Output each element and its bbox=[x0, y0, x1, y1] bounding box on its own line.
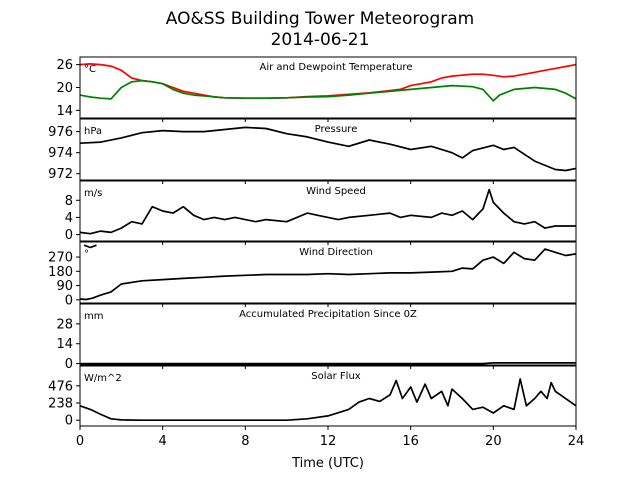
pressure-ytick-label: 972 bbox=[48, 167, 73, 182]
chart-title: AO&SS Building Tower Meteorogram bbox=[166, 9, 474, 29]
wspd-ytick-label: 4 bbox=[65, 211, 73, 226]
solar-ytick-label: 476 bbox=[48, 379, 73, 394]
precip-ytick-label: 0 bbox=[65, 357, 73, 372]
temp-ytick-label: 26 bbox=[56, 58, 73, 73]
wdir-series-0 bbox=[79, 248, 577, 301]
panel-wspd: 0 4 8 Wind Speed m/s bbox=[65, 180, 577, 245]
wspd-series-0 bbox=[79, 188, 576, 235]
pressure-panel-title: Pressure bbox=[315, 124, 358, 135]
precip-unit-label: mm bbox=[84, 311, 103, 322]
wdir-ytick-label: 180 bbox=[48, 265, 73, 280]
wdir-ytick-label: 90 bbox=[56, 279, 73, 294]
temp-ytick-label: 20 bbox=[56, 81, 73, 96]
wdir-series-1 bbox=[83, 244, 97, 249]
solar-ytick-label: 238 bbox=[48, 397, 73, 412]
x-axis-label: Time (UTC) bbox=[291, 456, 364, 471]
precip-ytick-label: 14 bbox=[56, 337, 73, 352]
pressure-ytick-label: 976 bbox=[48, 125, 73, 140]
panel-temp: 14 20 26 Air and Dewpoint Temperature °C bbox=[56, 56, 577, 122]
panel-precip: 0 14 28 Accumulated Precipitation Since 0Z m… bbox=[56, 303, 577, 372]
temp-series-1 bbox=[79, 79, 577, 102]
solar-series-0 bbox=[79, 378, 577, 422]
x-tick-label: 0 bbox=[76, 434, 84, 449]
panel-pressure: 972 974 976 Pressure hPa bbox=[48, 118, 577, 184]
temp-panel-title: Air and Dewpoint Temperature bbox=[260, 62, 413, 73]
precip-panel-title: Accumulated Precipitation Since 0Z bbox=[239, 309, 417, 320]
pressure-ytick-label: 974 bbox=[48, 146, 73, 161]
wdir-ytick-label: 0 bbox=[65, 293, 73, 308]
wdir-panel-title: Wind Direction bbox=[299, 247, 373, 258]
pressure-unit-label: hPa bbox=[84, 126, 102, 137]
temp-ytick-label: 14 bbox=[56, 104, 73, 119]
wdir-ytick-label: 270 bbox=[48, 251, 73, 266]
x-tick-label: 20 bbox=[485, 434, 502, 449]
wspd-ytick-label: 8 bbox=[65, 194, 73, 209]
pressure-series-0 bbox=[79, 126, 577, 172]
x-tick-label: 16 bbox=[402, 434, 419, 449]
wspd-unit-label: m/s bbox=[84, 188, 102, 199]
wspd-ytick-label: 0 bbox=[65, 228, 73, 243]
chart-date: 2014-06-21 bbox=[271, 30, 370, 50]
solar-ytick-label: 0 bbox=[65, 414, 73, 429]
wdir-unit-label: ° bbox=[84, 249, 89, 260]
temp-unit-label: °C bbox=[84, 64, 96, 75]
solar-unit-label: W/m^2 bbox=[84, 373, 122, 384]
precip-ytick-label: 28 bbox=[56, 317, 73, 332]
panel-solar: 0 238 476 Solar Flux W/m^2 bbox=[48, 365, 577, 430]
x-tick-label: 4 bbox=[159, 434, 167, 449]
x-tick-label: 24 bbox=[568, 434, 585, 449]
precip-series-0 bbox=[80, 362, 576, 365]
wspd-panel-title: Wind Speed bbox=[306, 186, 366, 197]
solar-panel-title: Solar Flux bbox=[311, 371, 361, 382]
x-tick-label: 8 bbox=[241, 434, 249, 449]
x-tick-label: 12 bbox=[320, 434, 337, 449]
